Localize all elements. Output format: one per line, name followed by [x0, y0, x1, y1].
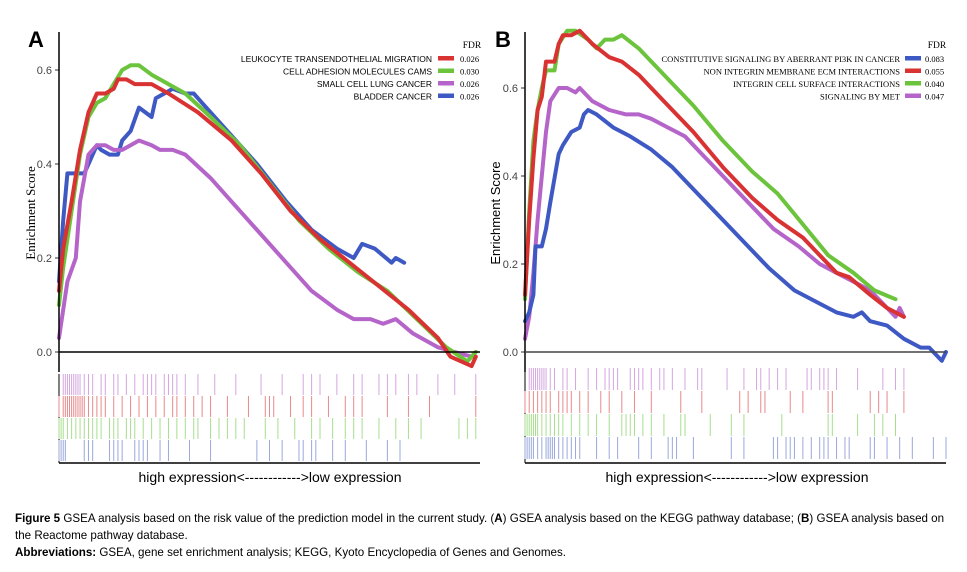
legend-label: INTEGRIN CELL SURFACE INTERACTIONS: [733, 79, 900, 89]
es-curve-small-cell-lung-cancer: [57, 138, 478, 359]
legend-swatch: [438, 81, 454, 86]
caption-line-figure: Figure 5 GSEA analysis based on the risk…: [15, 510, 960, 544]
legend-fdr-value: 0.026: [460, 54, 479, 64]
legend-fdr-value: 0.026: [460, 92, 479, 102]
panel-b-y-ticks: 0.0 0.2 0.4 0.6: [503, 83, 525, 359]
legend-fdr-value: 0.040: [925, 79, 944, 89]
caption-a-label: A: [494, 512, 503, 525]
legend-label: LEUKOCYTE TRANSENDOTHELIAL MIGRATION: [241, 54, 432, 64]
legend-swatch: [438, 56, 454, 61]
legend-fdr-value: 0.030: [460, 67, 479, 77]
y-tick-label: 0.6: [37, 65, 52, 77]
y-tick-label: 0.4: [503, 171, 518, 183]
legend-label: NON INTEGRIN MEMBRANE ECM INTERACTIONS: [704, 67, 901, 77]
legend-swatch: [438, 93, 454, 98]
panel-a-letter: A: [28, 27, 44, 52]
legend-label: CONSTITUTIVE SIGNALING BY ABERRANT PI3K …: [662, 54, 901, 64]
legend-label: BLADDER CANCER: [354, 92, 432, 102]
legend-fdr-value: 0.055: [925, 67, 944, 77]
caption-line-abbreviations: Abbreviations: GSEA, gene set enrichment…: [15, 544, 960, 561]
legend-swatch: [438, 68, 454, 73]
legend-label: CELL ADHESION MOLECULES CAMS: [283, 67, 432, 77]
legend-swatch: [905, 81, 921, 86]
caption-figure-label: Figure 5: [15, 512, 61, 525]
legend-swatch: [905, 93, 921, 98]
figure-caption: Figure 5 GSEA analysis based on the risk…: [15, 510, 960, 561]
panel-b-curves: [523, 28, 948, 363]
y-tick-label: 0.0: [37, 347, 52, 359]
panel-a-hit-rugs: [58, 374, 477, 461]
panel-b: B 0.0 0.2 0.4 0.6 Enrichment Score high exp…: [488, 27, 948, 485]
panel-b-letter: B: [495, 27, 511, 52]
caption-text-1: GSEA analysis based on the risk value of…: [60, 512, 495, 525]
panel-a: A 0.0 0.2 0.4 0.6 Enrichment Score high exp…: [23, 27, 482, 485]
legend-title: FDR: [928, 41, 947, 51]
es-curve-leukocyte-transendothelial-migration: [57, 77, 478, 369]
y-tick-label: 0.6: [503, 83, 518, 95]
caption-text-2: ) GSEA analysis based on the KEGG pathwa…: [502, 512, 802, 525]
legend-label: SMALL CELL LUNG CANCER: [317, 79, 432, 89]
panel-a-legend: FDR LEUKOCYTE TRANSENDOTHELIAL MIGRATION 0…: [241, 41, 482, 102]
y-tick-label: 0.2: [503, 259, 518, 271]
legend-fdr-value: 0.026: [460, 79, 479, 89]
panel-a-y-axis-title: Enrichment Score: [23, 166, 38, 260]
y-tick-label: 0.2: [37, 253, 52, 265]
legend-fdr-value: 0.083: [925, 54, 944, 64]
caption-b-label: B: [801, 512, 810, 525]
panel-b-x-axis-label: high expression<------------>low express…: [606, 469, 869, 485]
gsea-figure: A 0.0 0.2 0.4 0.6 Enrichment Score high exp…: [23, 27, 948, 485]
y-tick-label: 0.4: [37, 159, 52, 171]
panel-a-curves: [57, 63, 478, 369]
legend-fdr-value: 0.047: [925, 92, 944, 102]
panel-a-y-ticks: 0.0 0.2 0.4 0.6: [37, 65, 59, 359]
caption-text-3: ) GSEA analysis based on the Reactome pa…: [15, 512, 945, 542]
legend-swatch: [905, 56, 921, 61]
es-curve-non-integrin-membrane-ecm-interactions: [523, 28, 906, 319]
caption-abbreviations-text: GSEA, gene set enrichment analysis; KEGG…: [96, 546, 566, 559]
legend-title: FDR: [463, 41, 482, 51]
panel-b-hit-rugs: [524, 368, 947, 459]
panel-a-x-axis-label: high expression<------------>low express…: [139, 469, 402, 485]
es-curve-constitutive-signaling-by-aberrant-pi3k-in-cancer: [523, 108, 948, 363]
y-tick-label: 0.0: [503, 347, 518, 359]
caption-abbreviations-label: Abbreviations:: [15, 546, 97, 559]
panel-b-y-axis-title: Enrichment Score: [488, 161, 503, 264]
legend-label: SIGNALING BY MET: [820, 92, 901, 102]
panel-b-legend: FDR CONSTITUTIVE SIGNALING BY ABERRANT PI…: [662, 41, 947, 102]
es-curve-bladder-cancer: [57, 86, 407, 284]
legend-swatch: [905, 68, 921, 73]
